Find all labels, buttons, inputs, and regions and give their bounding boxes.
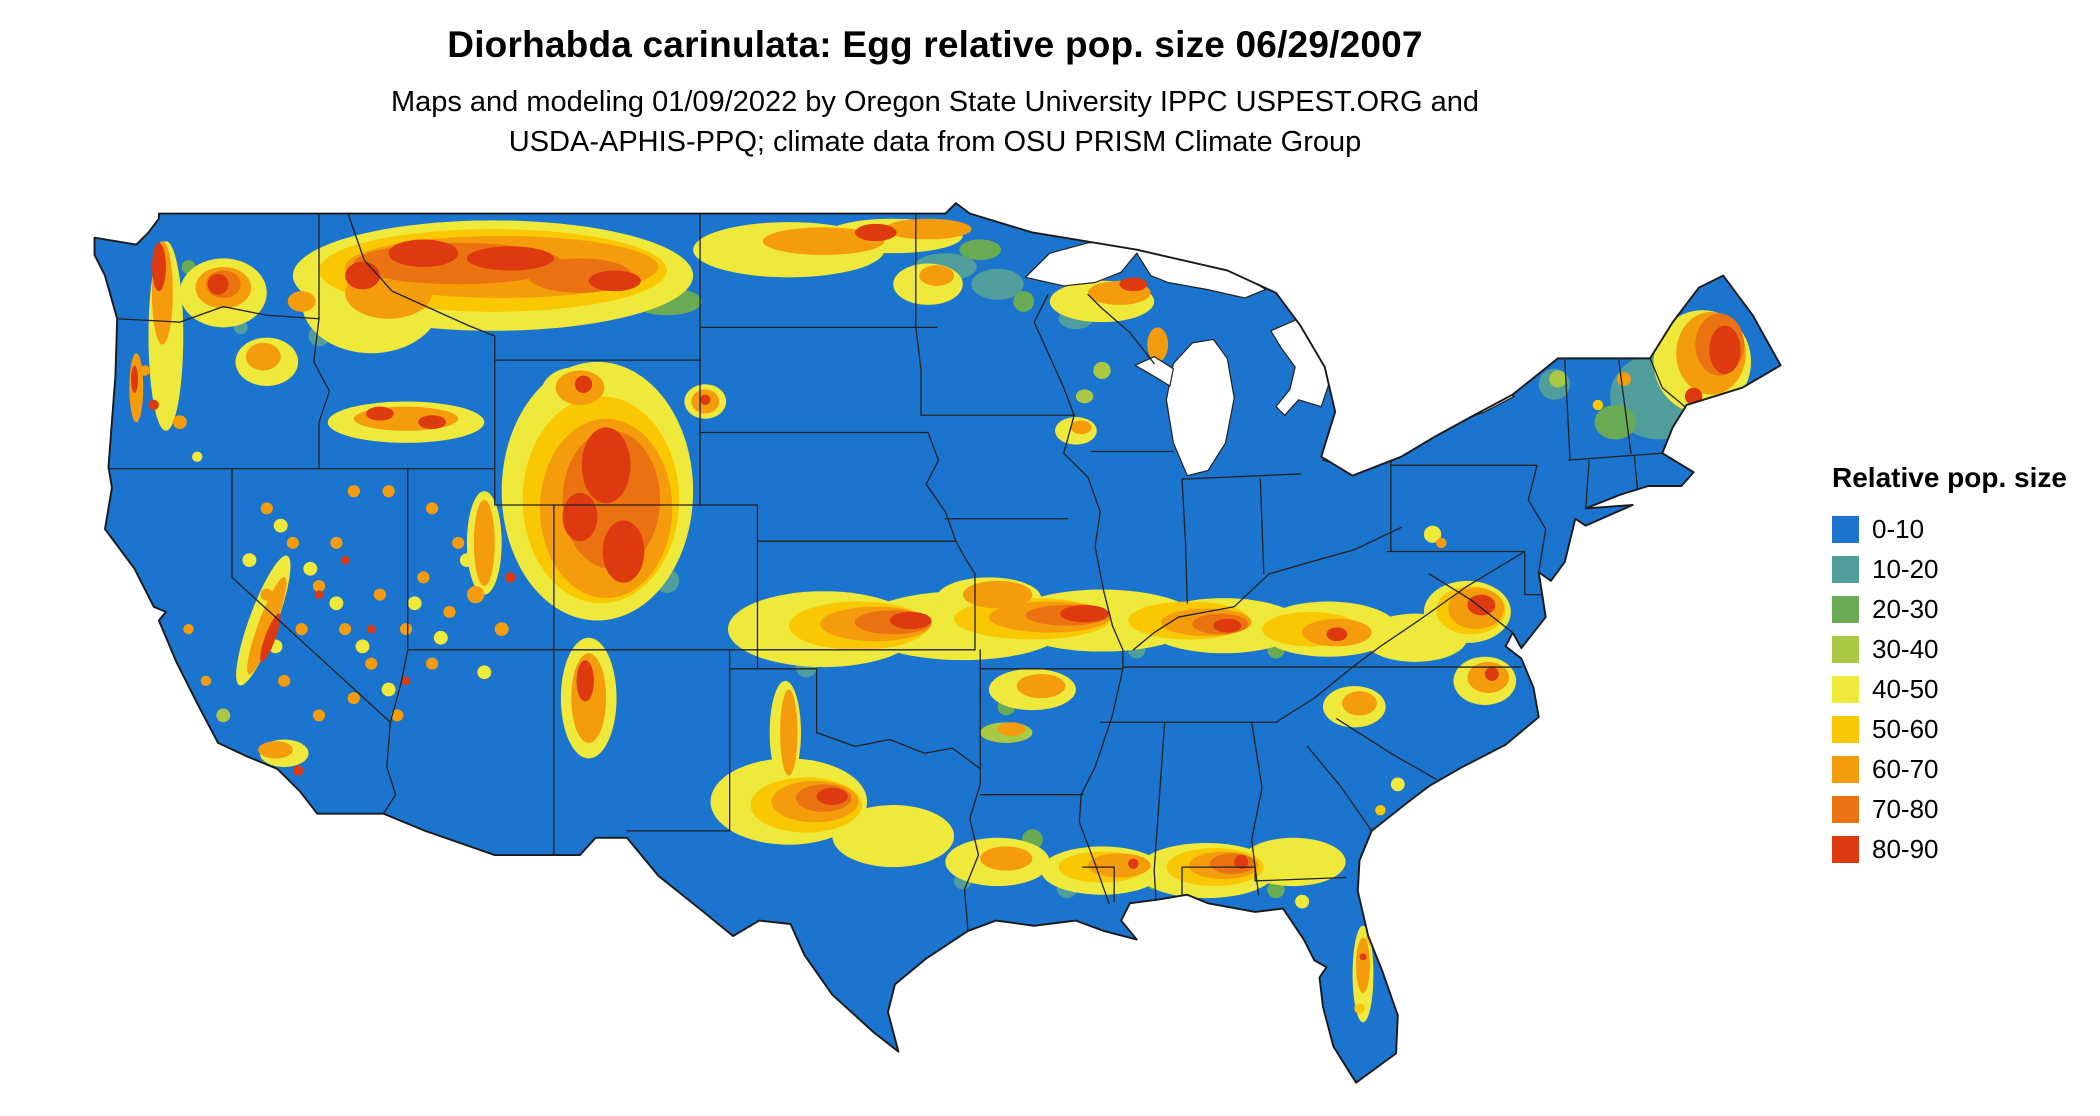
legend-label: 80-90	[1872, 834, 1939, 864]
legend-swatch	[1832, 836, 1859, 863]
legend: Relative pop. size 0-10 10-20 20-30 30-4…	[1832, 462, 2067, 874]
green-bay	[1134, 356, 1174, 387]
legend-swatch	[1832, 796, 1859, 823]
us-map-container	[58, 198, 1798, 1112]
legend-swatch	[1832, 716, 1859, 743]
legend-item: 70-80	[1832, 794, 2067, 825]
legend-label: 50-60	[1872, 714, 1939, 744]
legend-label: 0-10	[1872, 514, 1925, 544]
legend-swatch	[1832, 636, 1859, 663]
legend-swatch	[1832, 756, 1859, 783]
legend-item: 80-90	[1832, 834, 2067, 865]
legend-title: Relative pop. size	[1832, 462, 2067, 493]
chart-subtitle: Maps and modeling 01/09/2022 by Oregon S…	[0, 82, 1870, 162]
legend-item: 50-60	[1832, 714, 2067, 745]
lake-michigan	[1165, 338, 1235, 477]
legend-label: 30-40	[1872, 634, 1939, 664]
legend-label: 20-30	[1872, 594, 1939, 624]
legend-label: 10-20	[1872, 554, 1939, 584]
legend-swatch	[1832, 516, 1859, 543]
legend-item: 0-10	[1832, 514, 2067, 545]
legend-swatch	[1832, 556, 1859, 583]
chart-header: Diorhabda carinulata: Egg relative pop. …	[0, 24, 1870, 162]
legend-item: 20-30	[1832, 594, 2067, 625]
legend-label: 70-80	[1872, 794, 1939, 824]
raster-layer-80-90	[131, 223, 1741, 961]
us-map	[93, 202, 1782, 1084]
legend-item: 40-50	[1832, 674, 2067, 705]
legend-label: 60-70	[1872, 754, 1939, 784]
legend-label: 40-50	[1872, 674, 1939, 704]
state-borders	[107, 214, 1686, 932]
legend-item: 60-70	[1832, 754, 2067, 785]
legend-item: 10-20	[1832, 554, 2067, 585]
legend-swatch	[1832, 596, 1859, 623]
great-lakes	[1024, 238, 1515, 477]
legend-swatch	[1832, 676, 1859, 703]
chart-subtitle-line2: USDA-APHIS-PPQ; climate data from OSU PR…	[508, 126, 1362, 159]
chart-subtitle-line1: Maps and modeling 01/09/2022 by Oregon S…	[390, 86, 1480, 118]
us-outline	[93, 202, 1782, 1084]
legend-item: 30-40	[1832, 634, 2067, 665]
chart-title: Diorhabda carinulata: Egg relative pop. …	[447, 24, 1423, 65]
